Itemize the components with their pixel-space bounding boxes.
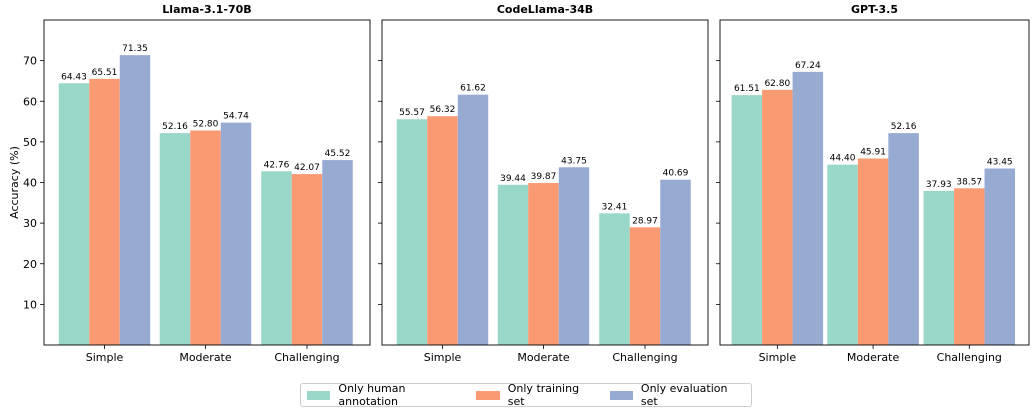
legend-item-training: Only training set <box>476 382 593 408</box>
bar-0-0-0 <box>58 83 90 346</box>
data-label-0-0-2: 71.35 <box>122 44 148 54</box>
panel-title-0: Llama-3.1-70B <box>162 3 251 16</box>
y-tick-label-3: 40 <box>23 177 37 190</box>
data-label-0-2-2: 45.52 <box>325 149 351 159</box>
x-tick-label-1-0: Simple <box>424 351 462 364</box>
x-tick-label-1-2: Challenging <box>612 351 677 364</box>
data-label-2-0-0: 61.51 <box>734 84 760 94</box>
panel-frame-1 <box>381 19 709 346</box>
panel-frame-0 <box>43 19 371 346</box>
legend-label-evaluation: Only evaluation set <box>640 382 728 408</box>
bar-1-1-0 <box>497 184 529 345</box>
data-label-1-2-1: 28.97 <box>632 216 658 226</box>
bar-1-0-0 <box>396 119 428 345</box>
data-label-2-1-0: 44.40 <box>830 154 856 164</box>
bar-1-1-1 <box>528 183 559 345</box>
data-label-1-1-0: 39.44 <box>500 174 526 184</box>
data-label-0-1-1: 52.80 <box>193 120 219 130</box>
x-tick-label-2-0: Simple <box>759 351 797 364</box>
bar-1-2-0 <box>599 213 630 345</box>
y-tick-label-5: 60 <box>23 95 37 108</box>
bar-1-2-1 <box>629 227 661 345</box>
bar-2-0-0 <box>731 95 763 345</box>
data-label-0-0-1: 65.51 <box>92 68 118 78</box>
y-tick-label-1: 20 <box>23 258 37 271</box>
data-label-2-2-1: 38.57 <box>956 177 982 187</box>
data-label-1-2-2: 40.69 <box>663 169 689 179</box>
x-tick-label-0-1: Moderate <box>179 351 232 364</box>
bar-2-0-2 <box>792 71 824 346</box>
legend-swatch-human <box>307 390 331 400</box>
bar-2-1-1 <box>857 158 889 345</box>
legend-swatch-evaluation <box>609 390 633 400</box>
y-tick-label-4: 50 <box>23 136 37 149</box>
x-tick-label-2-1: Moderate <box>847 351 900 364</box>
data-label-2-2-2: 43.45 <box>987 157 1013 167</box>
panel-title-2: GPT-3.5 <box>851 3 898 16</box>
legend-item-evaluation: Only evaluation set <box>609 382 741 408</box>
panel-title-1: CodeLlama-34B <box>497 3 593 16</box>
legend-label-human: Only human annotation <box>338 382 406 408</box>
x-tick-label-1-1: Moderate <box>517 351 570 364</box>
bar-2-1-2 <box>888 133 919 345</box>
data-label-1-1-1: 39.87 <box>531 172 557 182</box>
x-tick-label-2-2: Challenging <box>937 351 1002 364</box>
bar-0-2-1 <box>291 174 323 345</box>
bar-1-1-2 <box>558 167 590 345</box>
y-tick-label-6: 70 <box>23 55 37 68</box>
bar-2-0-1 <box>762 89 793 345</box>
panel-frame-2 <box>719 19 1030 346</box>
data-label-2-1-1: 45.91 <box>860 147 886 157</box>
bar-1-0-1 <box>427 116 458 345</box>
y-axis-label: Accuracy (%) <box>8 146 21 219</box>
bar-2-2-2 <box>984 168 1016 345</box>
data-label-1-0-1: 56.32 <box>430 105 456 115</box>
data-label-1-1-2: 43.75 <box>561 156 587 166</box>
data-label-2-1-2: 52.16 <box>891 122 917 132</box>
bar-2-1-0 <box>827 164 858 345</box>
legend: Only human annotation Only training set … <box>300 382 752 408</box>
bar-0-2-0 <box>261 171 292 345</box>
data-label-0-2-1: 42.07 <box>294 163 320 173</box>
bar-0-1-2 <box>220 122 252 346</box>
bar-2-2-1 <box>954 188 985 345</box>
bar-0-0-2 <box>119 55 151 345</box>
data-label-0-1-0: 52.16 <box>162 122 188 132</box>
legend-item-human: Only human annotation <box>307 382 460 408</box>
y-tick-label-2: 30 <box>23 217 37 230</box>
x-tick-label-0-0: Simple <box>86 351 124 364</box>
bar-0-0-1 <box>89 78 120 345</box>
bar-2-2-0 <box>923 190 955 345</box>
bar-0-2-2 <box>322 160 353 345</box>
data-label-0-0-0: 64.43 <box>61 72 87 82</box>
y-tick-label-0: 10 <box>23 298 37 311</box>
data-label-1-0-2: 61.62 <box>460 84 486 94</box>
x-tick-label-0-2: Challenging <box>274 351 339 364</box>
legend-swatch-training <box>476 390 500 400</box>
legend-label-training: Only training set <box>507 382 580 408</box>
data-label-2-2-0: 37.93 <box>926 180 952 190</box>
data-label-2-0-2: 67.24 <box>795 61 821 71</box>
data-label-1-2-0: 32.41 <box>602 202 628 212</box>
bar-1-2-2 <box>660 179 691 345</box>
data-label-1-0-0: 55.57 <box>399 108 425 118</box>
data-label-2-0-1: 62.80 <box>764 79 790 89</box>
bar-0-1-1 <box>190 130 221 345</box>
data-label-0-2-0: 42.76 <box>264 160 290 170</box>
data-label-0-1-2: 54.74 <box>223 112 249 122</box>
bar-1-0-2 <box>457 94 489 345</box>
bar-0-1-0 <box>159 133 191 345</box>
